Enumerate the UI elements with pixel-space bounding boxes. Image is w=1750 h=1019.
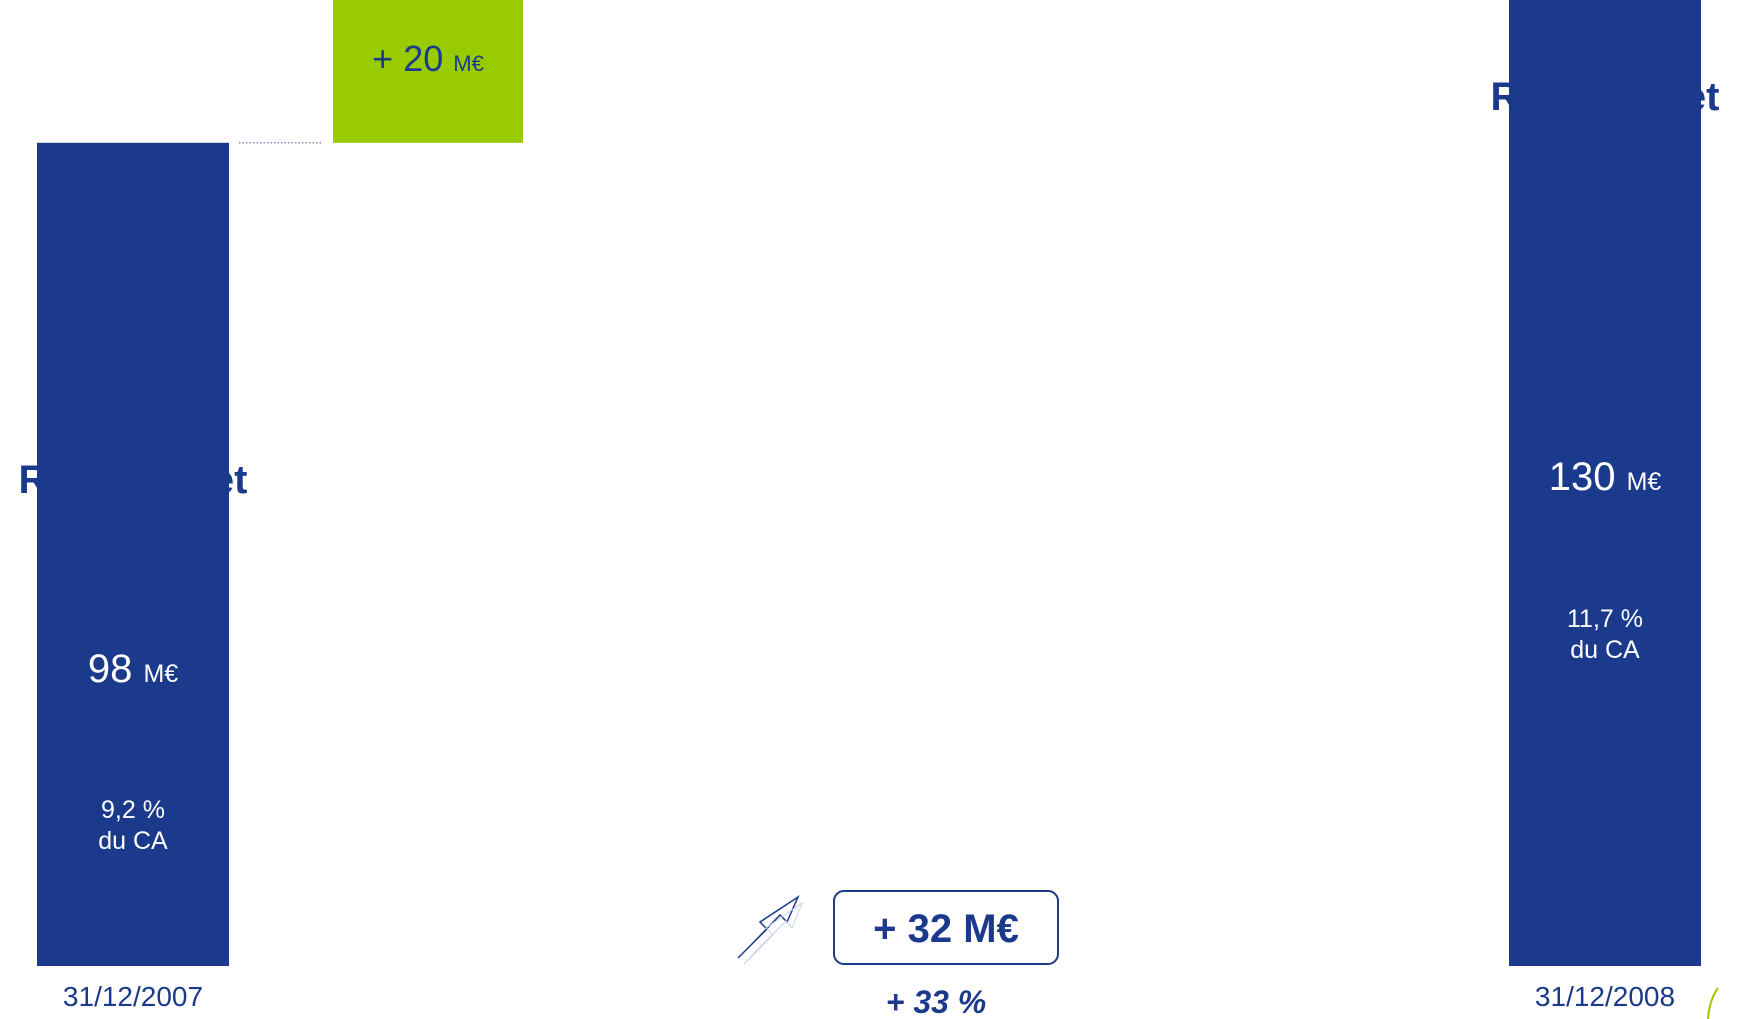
bar-2 [333, 0, 523, 143]
bar-percent-1: 9,2 % [101, 796, 165, 824]
total-label-6: Résultat net [1491, 75, 1720, 119]
bar-6 [1509, 0, 1701, 966]
bar-percent-sub-1: du CA [98, 827, 168, 855]
bars: 98 M€9,2 %du CA+ 20 M€+ 16 M€- 8 M€+ 4 M… [37, 0, 1701, 967]
change-box [833, 890, 1059, 965]
date-label-1: 31/12/2007 [63, 981, 203, 1012]
trend-up-arrow-icon [737, 894, 804, 965]
bar-percent-sub-6: du CA [1570, 636, 1640, 664]
bar-value-1: 98 M€ [88, 647, 178, 691]
bar-1 [37, 142, 229, 967]
decorative-leaf-stroke [1707, 987, 1719, 1019]
total-label-1: Résultat net [19, 458, 248, 502]
date-label-6: 31/12/2008 [1535, 981, 1675, 1012]
bar-value-2: + 20 M€ [372, 38, 484, 79]
change-value: + 32 M€ [873, 907, 1019, 951]
change-percent: + 33 % [886, 984, 987, 1019]
connector-lines [239, 142, 323, 144]
bar-value-6: 130 M€ [1549, 455, 1662, 499]
bar-percent-6: 11,7 % [1567, 605, 1643, 633]
